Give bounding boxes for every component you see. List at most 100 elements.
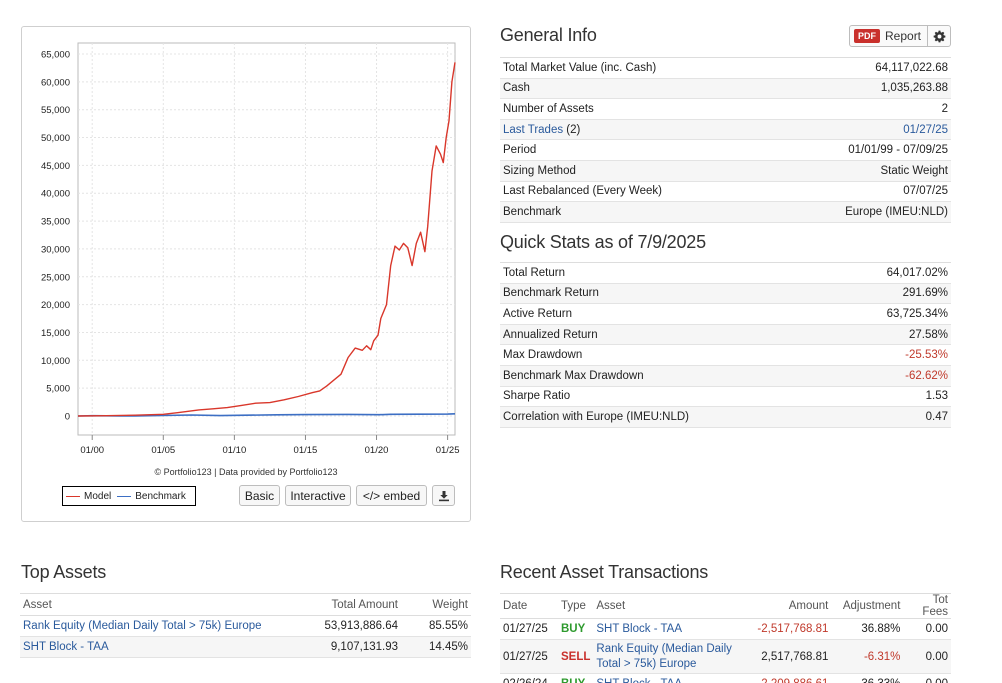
stat-value: 0.47 <box>925 410 948 423</box>
quick-stats-title: Quick Stats as of 7/9/2025 <box>500 232 706 252</box>
column-header-tot-fees[interactable]: Tot Fees <box>903 593 951 619</box>
info-row-last-trades: Last Trades (2) 01/27/25 <box>500 119 951 141</box>
stat-row-benchmark-max-drawdown: Benchmark Max Drawdown -62.62% <box>500 365 951 387</box>
legend-item-benchmark[interactable]: Benchmark <box>117 491 186 502</box>
performance-chart[interactable]: 0 5,000 10,000 15,000 20,000 25,000 30,000 35,0… <box>22 27 470 521</box>
column-header-asset[interactable]: Asset <box>593 593 744 619</box>
txn-type: BUY <box>558 673 594 683</box>
column-header-type[interactable]: Type <box>558 593 594 619</box>
last-trades-link[interactable]: Last Trades <box>503 123 564 136</box>
info-row-benchmark: Benchmark Europe (IMEU:NLD) <box>500 202 951 223</box>
stat-label: Benchmark Return <box>503 287 599 300</box>
txn-amount: -2,517,768.81 <box>743 618 832 640</box>
report-button-label: Report <box>885 29 922 43</box>
legend-label-model: Model <box>84 490 112 502</box>
y-tick-label: 50,000 <box>41 133 70 144</box>
txn-date: 01/27/25 <box>500 618 558 640</box>
x-tick-label: 01/20 <box>365 445 389 456</box>
txn-amount: -2,209,886.61 <box>743 673 832 683</box>
txn-fees: 0.00 <box>903 639 951 674</box>
general-info-table: Total Market Value (inc. Cash) 64,117,022… <box>500 57 951 223</box>
interactive-button[interactable]: Interactive <box>285 485 351 506</box>
stat-label: Correlation with Europe (IMEU:NLD) <box>503 410 689 423</box>
stat-label: Annualized Return <box>503 328 598 341</box>
report-settings-button[interactable] <box>927 25 951 47</box>
info-value: 01/01/99 - 07/09/25 <box>848 144 948 157</box>
y-tick-label: 10,000 <box>41 356 70 367</box>
x-tick-label: 01/05 <box>151 445 175 456</box>
info-label: Period <box>503 144 537 157</box>
legend-label-benchmark: Benchmark <box>135 490 186 502</box>
info-row-total-market-value: Total Market Value (inc. Cash) 64,117,022… <box>500 58 951 79</box>
column-header-asset[interactable]: Asset <box>20 593 308 616</box>
top-assets-table: Asset Total Amount Weight Rank Equity (M… <box>20 593 471 658</box>
table-row: 01/27/25 BUY SHT Block - TAA -2,517,768.… <box>500 618 951 640</box>
stat-value: 27.58% <box>908 328 948 341</box>
asset-link[interactable]: Rank Equity (Median Daily Total > 75k) E… <box>20 615 308 637</box>
info-value: 07/07/25 <box>903 185 948 198</box>
stat-value: 63,725.34% <box>886 307 948 320</box>
legend-item-model[interactable]: Model <box>66 491 111 502</box>
embed-button[interactable]: </> embed <box>356 485 427 506</box>
txn-amount: 2,517,768.81 <box>743 639 832 674</box>
x-tick-label: 01/10 <box>222 445 246 456</box>
stat-row-benchmark-return: Benchmark Return 291.69% <box>500 283 951 305</box>
stat-row-sharpe-ratio: Sharpe Ratio 1.53 <box>500 387 951 408</box>
y-tick-label: 45,000 <box>41 161 70 172</box>
stat-row-active-return: Active Return 63,725.34% <box>500 304 951 325</box>
info-label: Number of Assets <box>503 102 594 115</box>
info-value: Static Weight <box>880 164 948 177</box>
asset-weight: 14.45% <box>401 636 471 658</box>
y-tick-label: 55,000 <box>41 105 70 116</box>
x-tick-label: 01/25 <box>436 445 460 456</box>
performance-chart-panel: 0 5,000 10,000 15,000 20,000 25,000 30,000 35,0… <box>21 26 471 522</box>
download-button[interactable] <box>432 485 455 506</box>
y-tick-label: 15,000 <box>41 328 70 339</box>
quick-stats-table: Total Return 64,017.02% Benchmark Return 2… <box>500 262 951 428</box>
stat-value: 1.53 <box>925 390 948 403</box>
y-tick-label: 35,000 <box>41 217 70 228</box>
stat-row-max-drawdown: Max Drawdown -25.53% <box>500 345 951 366</box>
chart-legend: Model Benchmark <box>62 486 196 506</box>
info-row-sizing-method: Sizing Method Static Weight <box>500 160 951 182</box>
y-tick-label: 5,000 <box>46 384 70 395</box>
column-header-amount[interactable]: Amount <box>743 593 832 619</box>
y-tick-label: 65,000 <box>41 50 70 61</box>
column-header-weight[interactable]: Weight <box>401 593 471 616</box>
stat-value: -25.53% <box>905 349 948 362</box>
info-label: Total Market Value (inc. Cash) <box>503 61 657 74</box>
stat-row-total-return: Total Return 64,017.02% <box>500 263 951 284</box>
info-label: Last Rebalanced (Every Week) <box>503 185 662 198</box>
transactions-header-row: Date Type Asset Amount Adjustment Tot Fe… <box>500 593 951 619</box>
recent-transactions-table: Date Type Asset Amount Adjustment Tot Fe… <box>500 593 951 683</box>
y-tick-label: 0 <box>65 412 70 423</box>
txn-date: 02/26/24 <box>500 673 558 683</box>
recent-transactions-title: Recent Asset Transactions <box>500 562 709 582</box>
info-row-last-rebalanced: Last Rebalanced (Every Week) 07/07/25 <box>500 182 951 203</box>
txn-asset-link[interactable]: SHT Block - TAA <box>593 618 744 640</box>
column-header-date[interactable]: Date <box>500 593 558 619</box>
txn-asset-link[interactable]: SHT Block - TAA <box>593 673 744 683</box>
last-trades-count: (2) <box>563 123 581 136</box>
txn-type: BUY <box>558 618 594 640</box>
asset-link[interactable]: SHT Block - TAA <box>20 636 308 658</box>
info-row-number-of-assets: Number of Assets 2 <box>500 99 951 120</box>
stat-row-correlation: Correlation with Europe (IMEU:NLD) 0.47 <box>500 407 951 428</box>
x-tick-label: 01/00 <box>80 445 104 456</box>
column-header-adjustment[interactable]: Adjustment <box>831 593 904 619</box>
last-trades-date-link[interactable]: 01/27/25 <box>903 123 948 136</box>
txn-asset-link[interactable]: Rank Equity (Median Daily Total > 75k) E… <box>593 639 744 674</box>
plot-area <box>77 42 456 436</box>
column-header-total-amount[interactable]: Total Amount <box>307 593 401 616</box>
general-info-title: General Info <box>500 25 597 45</box>
table-row: 02/26/24 BUY SHT Block - TAA -2,209,886.… <box>500 673 951 683</box>
stat-row-annualized-return: Annualized Return 27.58% <box>500 324 951 346</box>
pdf-report-button[interactable]: PDF Report <box>849 25 928 47</box>
x-tick-label: 01/15 <box>294 445 318 456</box>
txn-adjustment: -6.31% <box>831 639 904 674</box>
info-value: Europe (IMEU:NLD) <box>845 205 948 218</box>
basic-button[interactable]: Basic <box>239 485 280 506</box>
series-line-model <box>77 62 456 417</box>
top-assets-header-row: Asset Total Amount Weight <box>20 593 471 616</box>
pdf-badge: PDF <box>854 29 880 43</box>
